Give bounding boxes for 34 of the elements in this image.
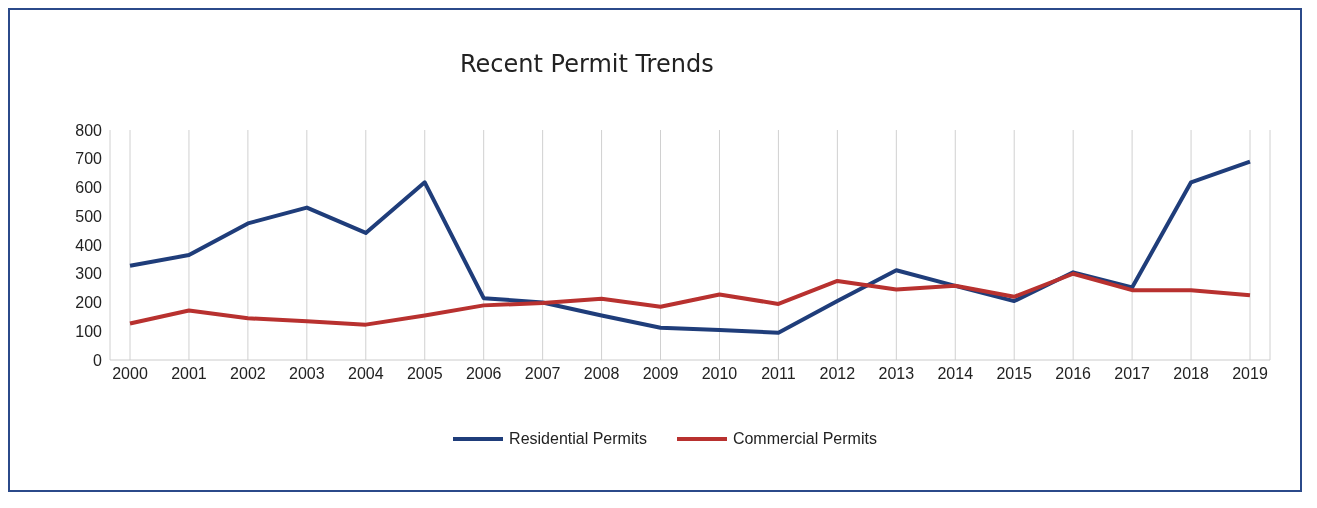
x-tick-label: 2009 (642, 365, 679, 383)
x-tick-label: 2007 (524, 365, 561, 383)
x-tick-label: 2004 (347, 365, 384, 383)
x-tick-label: 2002 (230, 365, 266, 383)
legend-label: Residential Permits (508, 430, 647, 448)
x-tick-label: 2003 (289, 365, 325, 383)
y-tick-label: 200 (75, 294, 103, 312)
x-tick-label: 2008 (583, 365, 620, 383)
x-tick-label: 2018 (1173, 365, 1209, 383)
y-tick-label: 300 (75, 265, 103, 283)
y-tick-label: 400 (75, 236, 103, 254)
x-tick-label: 2015 (996, 365, 1033, 383)
line-series (128, 271, 1252, 327)
x-tick-label: 2017 (1114, 365, 1150, 383)
y-tick-label: 600 (75, 179, 103, 197)
x-tick-label: 2014 (937, 365, 974, 383)
x-tick-label: 2010 (701, 365, 738, 383)
y-tick-label: 500 (75, 207, 103, 225)
line-series (128, 159, 1252, 335)
x-tick-label: 2000 (112, 365, 148, 383)
y-tick-label: 0 (93, 351, 103, 369)
y-tick-label: 100 (75, 322, 103, 340)
x-tick-label: 2019 (1232, 365, 1268, 383)
legend-label: Commercial Permits (731, 430, 877, 448)
x-tick-label: 2005 (406, 365, 443, 383)
x-tick-label: 2011 (761, 365, 796, 383)
x-tick-label: 2016 (1055, 365, 1092, 383)
chart-title: Recent Permit Trends (460, 50, 714, 78)
x-tick-label: 2001 (171, 365, 207, 383)
y-tick-label: 800 (75, 121, 103, 139)
x-tick-label: 2012 (819, 365, 856, 383)
x-tick-label: 2013 (878, 365, 915, 383)
x-tick-label: 2006 (465, 365, 502, 383)
y-tick-label: 700 (75, 150, 103, 168)
